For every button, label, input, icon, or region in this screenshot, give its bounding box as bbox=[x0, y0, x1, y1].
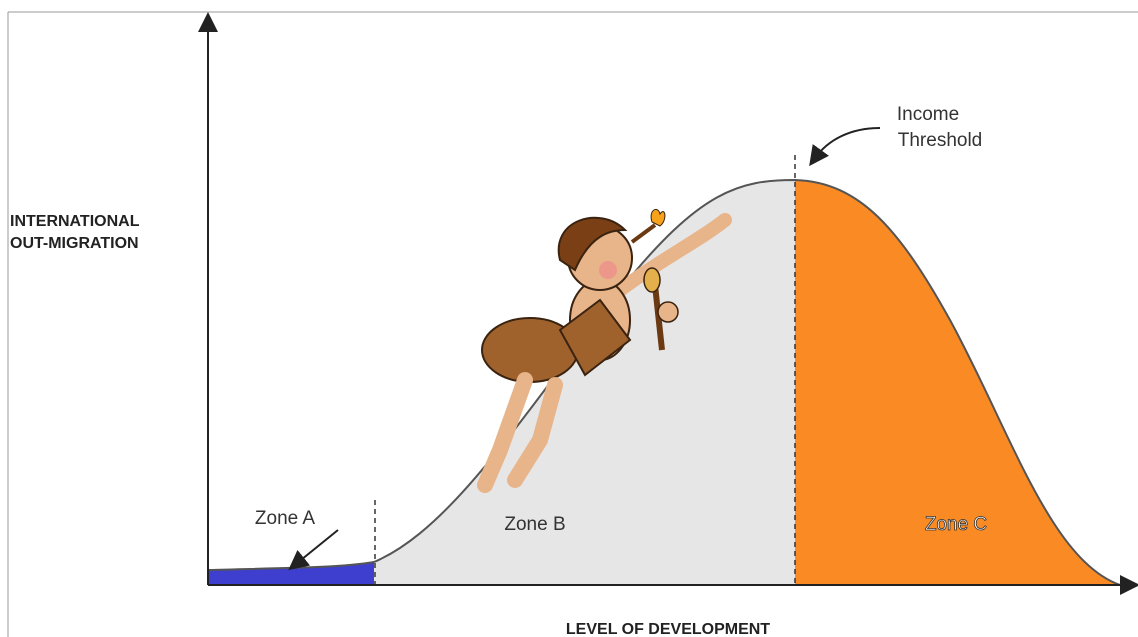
zone-label: Zone B bbox=[504, 514, 565, 535]
y-axis-label: OUT-MIGRATION bbox=[10, 235, 139, 252]
arrow bbox=[815, 128, 880, 158]
zone-label: Zone A bbox=[255, 508, 316, 529]
zone-label: Zone C bbox=[925, 514, 987, 535]
annotation: Threshold bbox=[898, 130, 983, 151]
annotation: Income bbox=[897, 104, 959, 125]
diagram: INTERNATIONAL OUT-MIGRATION LEVEL OF DEV… bbox=[0, 0, 1138, 637]
arrow bbox=[296, 530, 338, 564]
y-axis-label: INTERNATIONAL bbox=[10, 213, 140, 230]
x-axis-label: LEVEL OF DEVELOPMENT bbox=[566, 621, 770, 637]
